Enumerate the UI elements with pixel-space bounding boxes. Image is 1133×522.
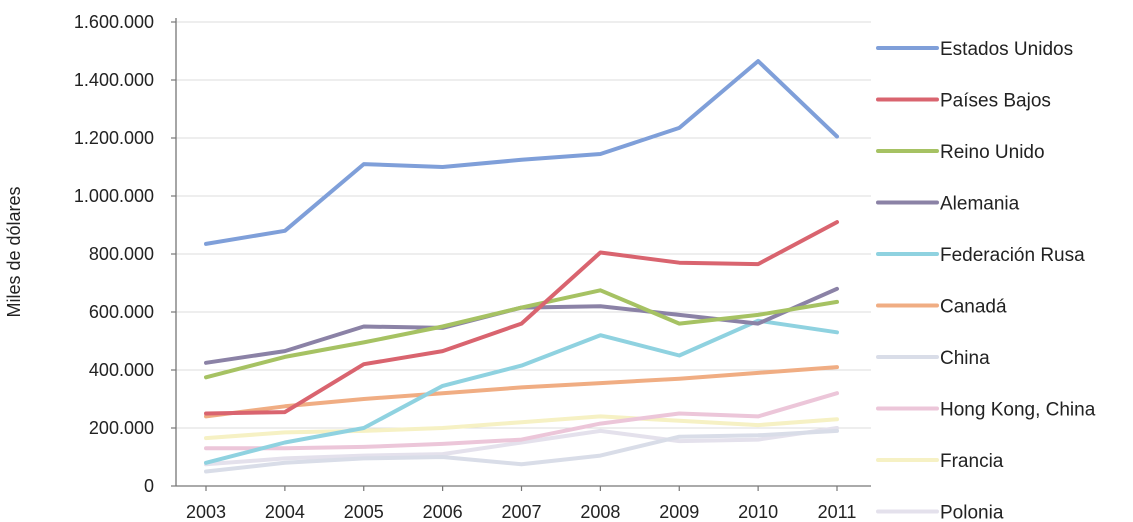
y-tick-label: 1.200.000 bbox=[74, 128, 154, 148]
y-axis-title: Miles de dólares bbox=[4, 186, 24, 317]
series-line-canada bbox=[204, 365, 839, 419]
y-tick-label: 600.000 bbox=[89, 302, 154, 322]
series-line-china bbox=[204, 428, 839, 474]
legend-label-federacion-rusa: Federación Rusa bbox=[940, 245, 1085, 266]
legend: Estados Unidos Países Bajos Reino Unido Ale… bbox=[876, 39, 1096, 522]
series-line-hong-kong-china bbox=[204, 391, 839, 451]
legend-label-canada: Canadá bbox=[940, 297, 1007, 318]
legend-label-estados-unidos: Estados Unidos bbox=[940, 39, 1073, 60]
series-line-polonia bbox=[204, 426, 839, 467]
legend-label-francia: Francia bbox=[940, 451, 1004, 472]
y-tick-label: 1.600.000 bbox=[74, 12, 154, 32]
x-tick-label: 2005 bbox=[344, 502, 384, 522]
x-tick-label: 2007 bbox=[501, 502, 541, 522]
x-tick-label: 2010 bbox=[738, 502, 778, 522]
y-tick-label: 1.400.000 bbox=[74, 70, 154, 90]
legend-label-reino-unido: Reino Unido bbox=[940, 142, 1045, 163]
y-tick-label: 0 bbox=[144, 476, 154, 496]
legend-label-polonia: Polonia bbox=[940, 503, 1004, 522]
x-tick-label: 2006 bbox=[423, 502, 463, 522]
x-tick-label: 2009 bbox=[659, 502, 699, 522]
y-tick-label: 200.000 bbox=[89, 418, 154, 438]
axes bbox=[175, 18, 871, 487]
y-tick-label: 800.000 bbox=[89, 244, 154, 264]
y-tick-labels: 0 200.000 400.000 600.000 800.000 1.000.000 1.… bbox=[74, 12, 154, 496]
x-tick-label: 2003 bbox=[186, 502, 226, 522]
series-line-francia bbox=[204, 414, 839, 441]
legend-label-paises-bajos: Países Bajos bbox=[940, 91, 1051, 112]
y-tick-label: 400.000 bbox=[89, 360, 154, 380]
series-line-paises-bajos bbox=[204, 220, 839, 416]
legend-label-china: China bbox=[940, 348, 990, 369]
series-line-estados-unidos bbox=[204, 59, 839, 246]
x-tick-label: 2011 bbox=[818, 502, 857, 522]
x-tick-labels: 2003 2004 2005 2006 2007 2008 2009 2010 2011 bbox=[186, 486, 856, 522]
series-line-reino-unido bbox=[204, 288, 839, 380]
x-tick-label: 2008 bbox=[580, 502, 620, 522]
series-lines bbox=[204, 59, 839, 474]
legend-label-alemania: Alemania bbox=[940, 194, 1020, 215]
x-tick-label: 2004 bbox=[265, 502, 305, 522]
gridlines bbox=[171, 21, 871, 487]
legend-label-hong-kong-china: Hong Kong, China bbox=[940, 400, 1096, 421]
y-tick-label: 1.000.000 bbox=[74, 186, 154, 206]
series-line-federacion-rusa bbox=[204, 318, 839, 465]
